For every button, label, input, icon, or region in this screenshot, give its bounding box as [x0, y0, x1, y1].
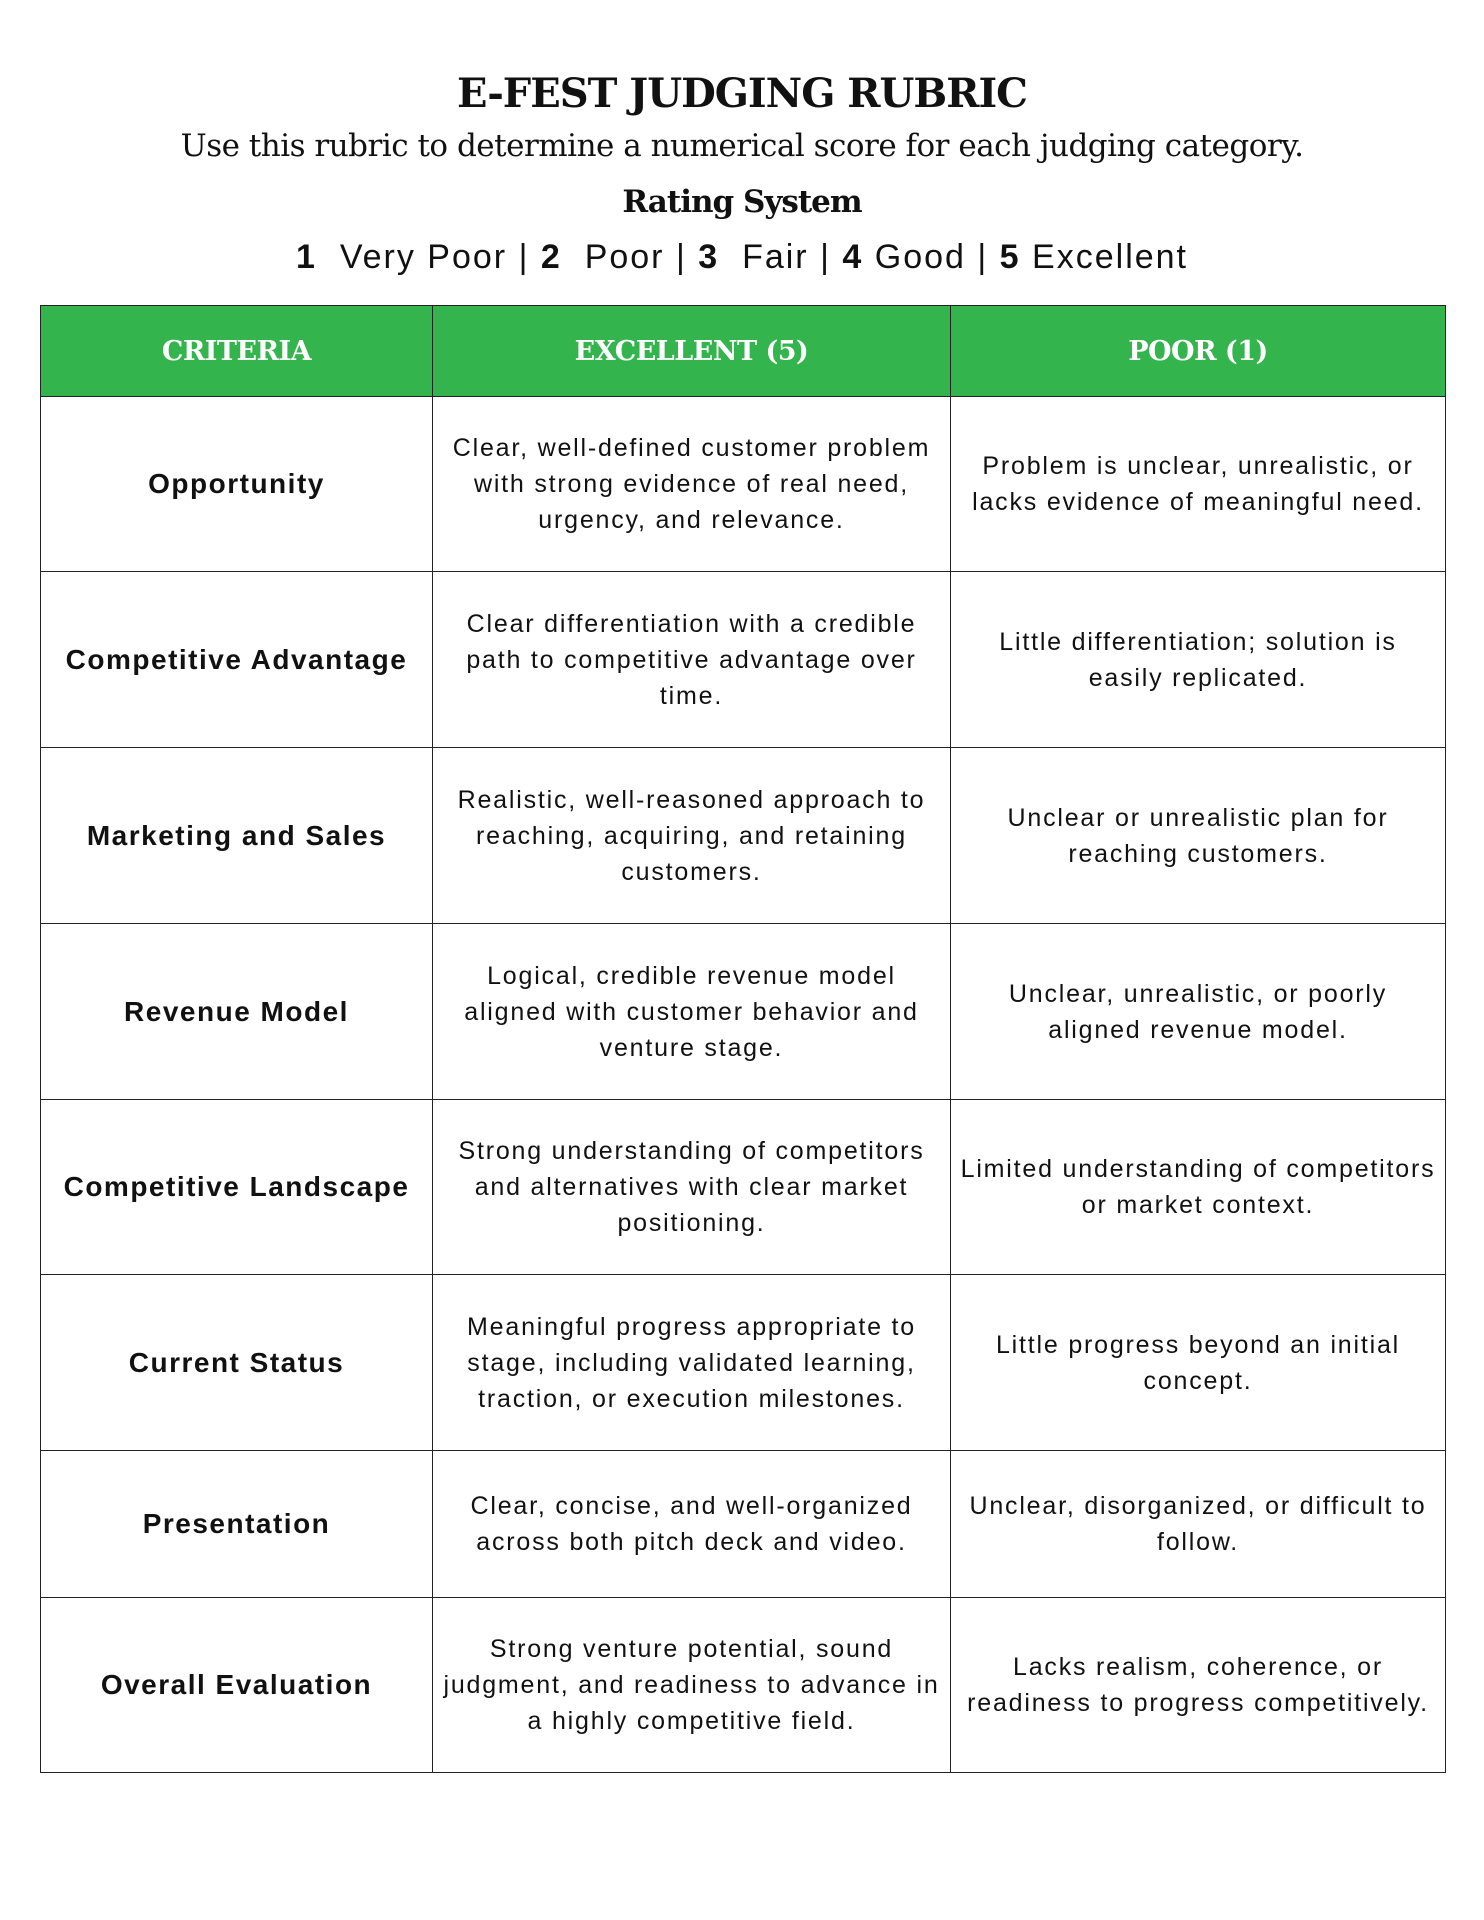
- table-row: Current Status Meaningful progress approp…: [40, 1274, 1446, 1451]
- criteria-cell: Opportunity: [40, 396, 433, 572]
- scale-number: 4: [842, 238, 864, 276]
- criteria-cell: Overall Evaluation: [40, 1597, 433, 1773]
- criteria-cell: Competitive Advantage: [40, 571, 433, 748]
- scale-number: 2: [540, 238, 562, 276]
- poor-cell: Limited understanding of competitors or …: [950, 1099, 1446, 1275]
- criteria-cell: Current Status: [40, 1274, 433, 1451]
- poor-cell: Unclear, disorganized, or difficult to f…: [950, 1450, 1446, 1598]
- page-title: E-FEST JUDGING RUBRIC: [456, 70, 1028, 117]
- excellent-cell: Clear, concise, and well-organized acros…: [432, 1450, 951, 1598]
- table-row: Overall Evaluation Strong venture potenti…: [40, 1597, 1446, 1773]
- scale-number: 1: [295, 238, 317, 276]
- table-row: Marketing and Sales Realistic, well-reaso…: [40, 747, 1446, 924]
- poor-cell: Little differentiation; solution is easi…: [950, 571, 1446, 748]
- table-row: Opportunity Clear, well-defined customer …: [40, 396, 1446, 572]
- scale-label: Good: [874, 238, 966, 276]
- table-row: Revenue Model Logical, credible revenue m…: [40, 923, 1446, 1100]
- scale-label: Excellent: [1032, 238, 1189, 276]
- rating-system-heading: Rating System: [622, 184, 862, 220]
- excellent-cell: Logical, credible revenue model aligned …: [432, 923, 951, 1100]
- table-row: Competitive Advantage Clear differentiati…: [40, 571, 1446, 748]
- criteria-cell: Competitive Landscape: [40, 1099, 433, 1275]
- criteria-cell: Presentation: [40, 1450, 433, 1598]
- scale-number: 3: [698, 238, 720, 276]
- criteria-cell: Revenue Model: [40, 923, 433, 1100]
- excellent-cell: Clear differentiation with a credible pa…: [432, 571, 951, 748]
- header-poor: POOR (1): [950, 305, 1446, 397]
- excellent-cell: Strong venture potential, sound judgment…: [432, 1597, 951, 1773]
- poor-cell: Little progress beyond an initial concep…: [950, 1274, 1446, 1451]
- excellent-cell: Strong understanding of competitors and …: [432, 1099, 951, 1275]
- poor-cell: Problem is unclear, unrealistic, or lack…: [950, 396, 1446, 572]
- rubric-table: CRITERIA EXCELLENT (5) POOR (1) Opportun…: [40, 305, 1446, 1773]
- header-excellent: EXCELLENT (5): [432, 305, 951, 397]
- header-criteria: CRITERIA: [40, 305, 433, 397]
- scale-number: 5: [999, 238, 1021, 276]
- table-row: Presentation Clear, concise, and well-org…: [40, 1450, 1446, 1598]
- table-header-row: CRITERIA EXCELLENT (5) POOR (1): [40, 305, 1446, 397]
- rating-scale: 1 Very Poor | 2 Poor | 3 Fair | 4 Good |…: [295, 238, 1189, 276]
- criteria-cell: Marketing and Sales: [40, 747, 433, 924]
- excellent-cell: Clear, well-defined customer problem wit…: [432, 396, 951, 572]
- poor-cell: Unclear, unrealistic, or poorly aligned …: [950, 923, 1446, 1100]
- poor-cell: Unclear or unrealistic plan for reaching…: [950, 747, 1446, 924]
- table-row: Competitive Landscape Strong understandin…: [40, 1099, 1446, 1275]
- poor-cell: Lacks realism, coherence, or readiness t…: [950, 1597, 1446, 1773]
- page-subtitle: Use this rubric to determine a numerical…: [180, 128, 1304, 164]
- excellent-cell: Meaningful progress appropriate to stage…: [432, 1274, 951, 1451]
- scale-label: Fair: [742, 238, 809, 276]
- scale-label: Poor: [584, 238, 665, 276]
- scale-label: Very Poor: [339, 238, 508, 276]
- excellent-cell: Realistic, well-reasoned approach to rea…: [432, 747, 951, 924]
